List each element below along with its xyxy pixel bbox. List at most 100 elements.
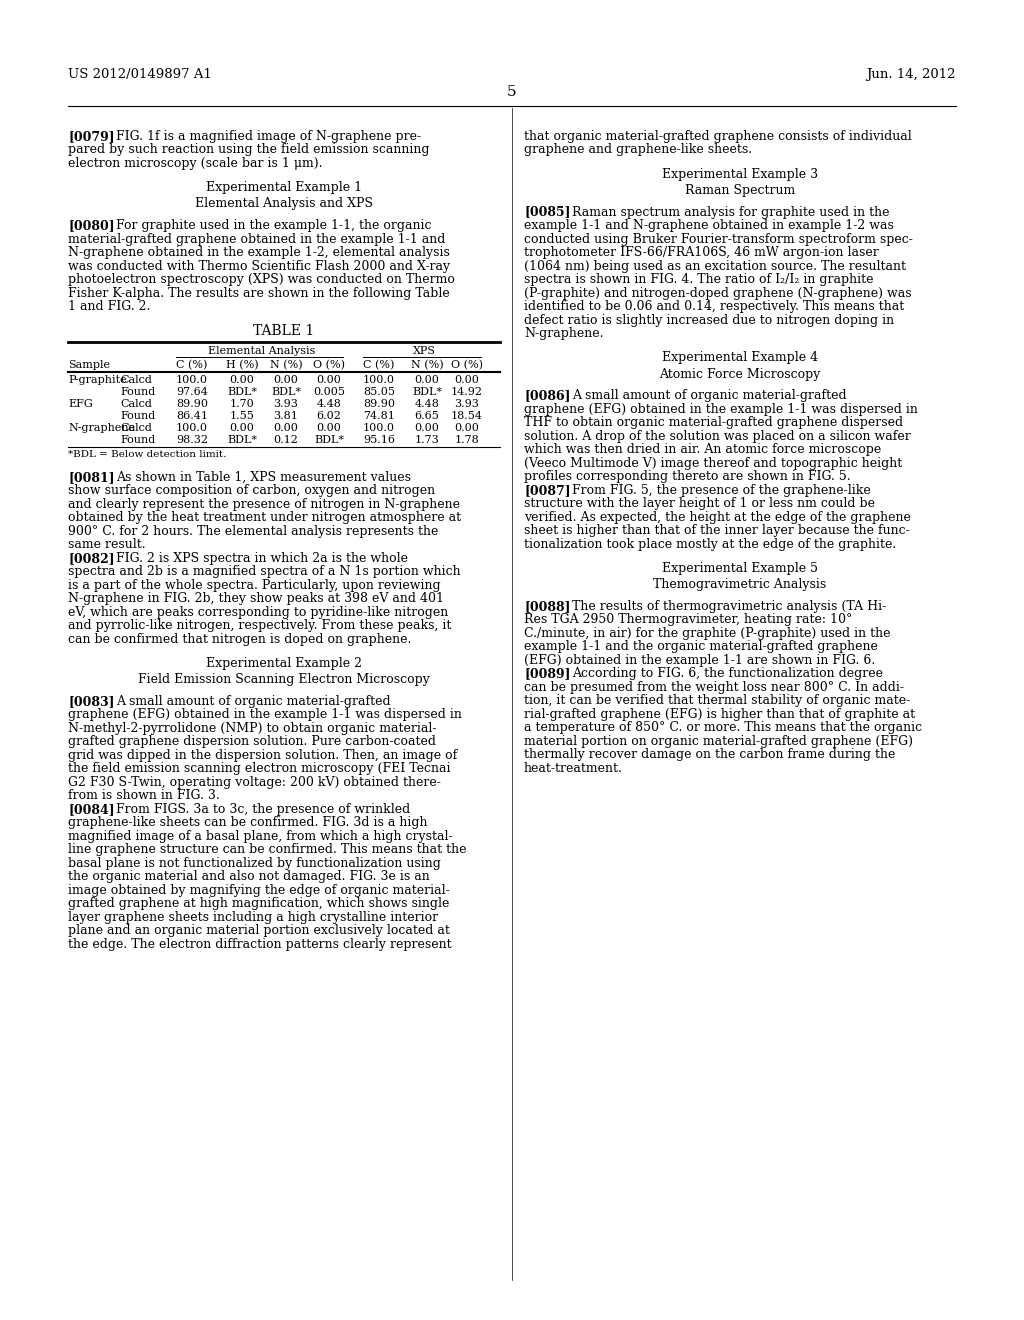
Text: eV, which are peaks corresponding to pyridine-like nitrogen: eV, which are peaks corresponding to pyr… [68,606,449,619]
Text: 97.64: 97.64 [176,387,208,397]
Text: BDL*: BDL* [271,387,301,397]
Text: which was then dried in air. An atomic force microscope: which was then dried in air. An atomic f… [524,444,882,457]
Text: A small amount of organic material-grafted: A small amount of organic material-graft… [116,694,390,708]
Text: graphene-like sheets can be confirmed. FIG. 3d is a high: graphene-like sheets can be confirmed. F… [68,816,427,829]
Text: verified. As expected, the height at the edge of the graphene: verified. As expected, the height at the… [524,511,911,524]
Text: trophotometer IFS-66/FRA106S, 46 mW argon-ion laser: trophotometer IFS-66/FRA106S, 46 mW argo… [524,246,879,259]
Text: 100.0: 100.0 [362,375,395,385]
Text: Experimental Example 5: Experimental Example 5 [662,562,818,576]
Text: 1 and FIG. 2.: 1 and FIG. 2. [68,300,151,313]
Text: 98.32: 98.32 [176,436,208,445]
Text: 0.00: 0.00 [229,424,254,433]
Text: (1064 nm) being used as an excitation source. The resultant: (1064 nm) being used as an excitation so… [524,260,906,273]
Text: (EFG) obtained in the example 1-1 are shown in FIG. 6.: (EFG) obtained in the example 1-1 are sh… [524,653,876,667]
Text: 86.41: 86.41 [176,412,208,421]
Text: 3.81: 3.81 [273,412,298,421]
Text: plane and an organic material portion exclusively located at: plane and an organic material portion ex… [68,924,450,937]
Text: (P-graphite) and nitrogen-doped graphene (N-graphene) was: (P-graphite) and nitrogen-doped graphene… [524,286,911,300]
Text: Raman Spectrum: Raman Spectrum [685,183,795,197]
Text: the field emission scanning electron microscopy (FEI Tecnai: the field emission scanning electron mic… [68,762,451,775]
Text: Fisher K-alpha. The results are shown in the following Table: Fisher K-alpha. The results are shown in… [68,286,450,300]
Text: and clearly represent the presence of nitrogen in N-graphene: and clearly represent the presence of ni… [68,498,460,511]
Text: US 2012/0149897 A1: US 2012/0149897 A1 [68,69,212,81]
Text: basal plane is not functionalized by functionalization using: basal plane is not functionalized by fun… [68,857,441,870]
Text: 1.78: 1.78 [455,436,479,445]
Text: sheet is higher than that of the inner layer because the func-: sheet is higher than that of the inner l… [524,524,909,537]
Text: photoelectron spectroscopy (XPS) was conducted on Thermo: photoelectron spectroscopy (XPS) was con… [68,273,455,286]
Text: 1.70: 1.70 [229,400,254,409]
Text: [0083]: [0083] [68,694,115,708]
Text: *BDL = Below detection limit.: *BDL = Below detection limit. [68,450,226,459]
Text: 74.81: 74.81 [364,412,395,421]
Text: spectra and 2b is a magnified spectra of a N 1s portion which: spectra and 2b is a magnified spectra of… [68,565,461,578]
Text: N-graphene in FIG. 2b, they show peaks at 398 eV and 401: N-graphene in FIG. 2b, they show peaks a… [68,593,444,605]
Text: 100.0: 100.0 [176,424,208,433]
Text: 18.54: 18.54 [451,412,483,421]
Text: 100.0: 100.0 [176,375,208,385]
Text: Field Emission Scanning Electron Microscopy: Field Emission Scanning Electron Microsc… [138,673,430,686]
Text: line graphene structure can be confirmed. This means that the: line graphene structure can be confirmed… [68,843,467,857]
Text: graphene (EFG) obtained in the example 1-1 was dispersed in: graphene (EFG) obtained in the example 1… [68,709,462,721]
Text: a temperature of 850° C. or more. This means that the organic: a temperature of 850° C. or more. This m… [524,721,923,734]
Text: O (%): O (%) [451,360,483,371]
Text: 0.12: 0.12 [273,436,298,445]
Text: Elemental Analysis and XPS: Elemental Analysis and XPS [195,198,373,210]
Text: rial-grafted graphene (EFG) is higher than that of graphite at: rial-grafted graphene (EFG) is higher th… [524,708,915,721]
Text: 0.00: 0.00 [229,375,254,385]
Text: defect ratio is slightly increased due to nitrogen doping in: defect ratio is slightly increased due t… [524,314,894,326]
Text: N (%): N (%) [411,360,443,371]
Text: 0.00: 0.00 [455,375,479,385]
Text: tion, it can be verified that thermal stability of organic mate-: tion, it can be verified that thermal st… [524,694,910,708]
Text: thermally recover damage on the carbon frame during the: thermally recover damage on the carbon f… [524,748,895,762]
Text: BDL*: BDL* [412,387,442,397]
Text: [0085]: [0085] [524,206,570,219]
Text: 6.65: 6.65 [415,412,439,421]
Text: H (%): H (%) [225,360,258,371]
Text: image obtained by magnifying the edge of organic material-: image obtained by magnifying the edge of… [68,884,450,896]
Text: A small amount of organic material-grafted: A small amount of organic material-graft… [572,389,847,403]
Text: Raman spectrum analysis for graphite used in the: Raman spectrum analysis for graphite use… [572,206,890,219]
Text: C (%): C (%) [364,360,394,371]
Text: N-graphene obtained in the example 1-2, elemental analysis: N-graphene obtained in the example 1-2, … [68,246,450,259]
Text: From FIGS. 3a to 3c, the presence of wrinkled: From FIGS. 3a to 3c, the presence of wri… [116,803,411,816]
Text: 85.05: 85.05 [362,387,395,397]
Text: [0088]: [0088] [524,599,570,612]
Text: P-graphite: P-graphite [68,375,127,385]
Text: N-graphene.: N-graphene. [524,327,603,341]
Text: 0.00: 0.00 [316,424,341,433]
Text: Experimental Example 4: Experimental Example 4 [662,351,818,364]
Text: from is shown in FIG. 3.: from is shown in FIG. 3. [68,789,220,803]
Text: 1.73: 1.73 [415,436,439,445]
Text: pared by such reaction using the field emission scanning: pared by such reaction using the field e… [68,144,429,157]
Text: that organic material-grafted graphene consists of individual: that organic material-grafted graphene c… [524,129,911,143]
Text: From FIG. 5, the presence of the graphene-like: From FIG. 5, the presence of the graphen… [572,483,870,496]
Text: THF to obtain organic material-grafted graphene dispersed: THF to obtain organic material-grafted g… [524,416,903,429]
Text: BDL*: BDL* [227,436,257,445]
Text: show surface composition of carbon, oxygen and nitrogen: show surface composition of carbon, oxyg… [68,484,435,498]
Text: TABLE 1: TABLE 1 [253,325,314,338]
Text: structure with the layer height of 1 or less nm could be: structure with the layer height of 1 or … [524,498,874,511]
Text: C (%): C (%) [176,360,208,371]
Text: Atomic Force Microscopy: Atomic Force Microscopy [659,367,820,380]
Text: Jun. 14, 2012: Jun. 14, 2012 [866,69,956,81]
Text: C./minute, in air) for the graphite (P-graphite) used in the: C./minute, in air) for the graphite (P-g… [524,627,891,640]
Text: According to FIG. 6, the functionalization degree: According to FIG. 6, the functionalizati… [572,668,883,680]
Text: the organic material and also not damaged. FIG. 3e is an: the organic material and also not damage… [68,870,430,883]
Text: graphene (EFG) obtained in the example 1-1 was dispersed in: graphene (EFG) obtained in the example 1… [524,403,918,416]
Text: Experimental Example 2: Experimental Example 2 [206,657,362,671]
Text: solution. A drop of the solution was placed on a silicon wafer: solution. A drop of the solution was pla… [524,430,910,442]
Text: BDL*: BDL* [314,436,344,445]
Text: grafted graphene at high magnification, which shows single: grafted graphene at high magnification, … [68,898,450,911]
Text: Found: Found [120,436,156,445]
Text: 0.00: 0.00 [415,375,439,385]
Text: [0082]: [0082] [68,552,115,565]
Text: was conducted with Thermo Scientific Flash 2000 and X-ray: was conducted with Thermo Scientific Fla… [68,260,451,273]
Text: FIG. 2 is XPS spectra in which 2a is the whole: FIG. 2 is XPS spectra in which 2a is the… [116,552,408,565]
Text: [0081]: [0081] [68,471,115,483]
Text: [0079]: [0079] [68,129,115,143]
Text: FIG. 1f is a magnified image of N-graphene pre-: FIG. 1f is a magnified image of N-graphe… [116,129,421,143]
Text: Elemental Analysis: Elemental Analysis [208,346,315,356]
Text: identified to be 0.06 and 0.14, respectively. This means that: identified to be 0.06 and 0.14, respecti… [524,300,904,313]
Text: and pyrrolic-like nitrogen, respectively. From these peaks, it: and pyrrolic-like nitrogen, respectively… [68,619,452,632]
Text: 0.00: 0.00 [455,424,479,433]
